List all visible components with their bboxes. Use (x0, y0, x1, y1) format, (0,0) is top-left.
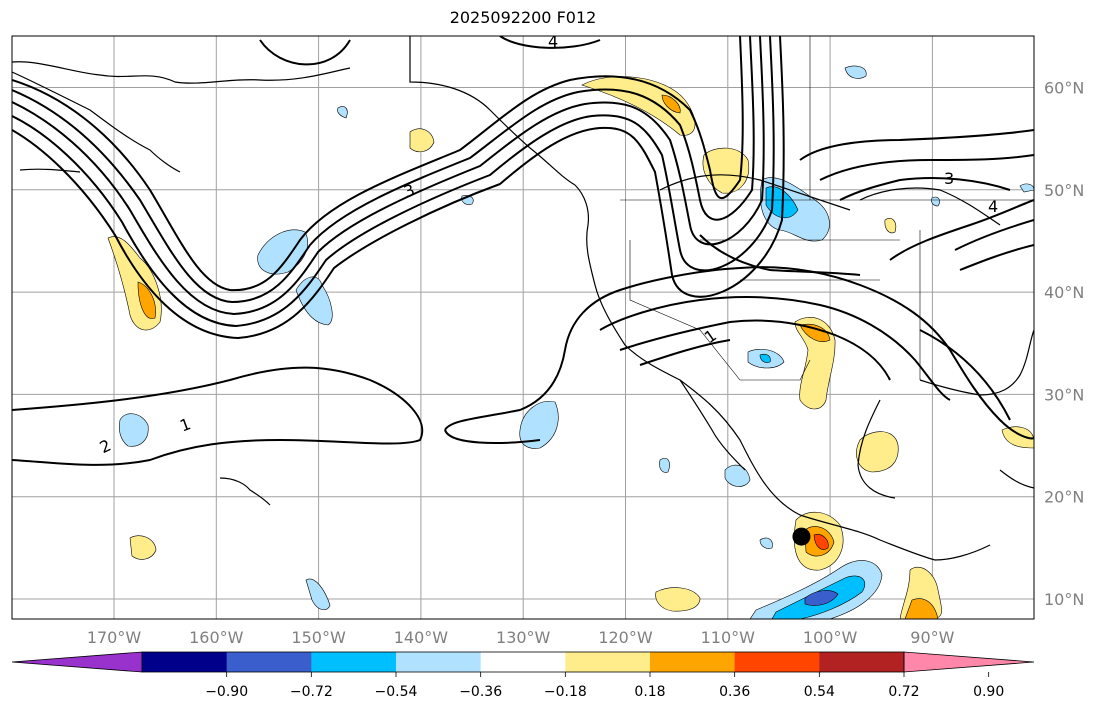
fill-positive (129, 535, 157, 560)
contour-label-group: 1 2 1 3 3 4 4 (97, 32, 999, 457)
colorbar-tick-label: 0.54 (804, 684, 835, 700)
fill-negative (519, 401, 559, 449)
anomaly-fills (107, 65, 1034, 619)
fill-negative (749, 560, 883, 619)
longitude-tick-label: 130°W (496, 628, 551, 647)
colorbar-tick-label: 0.72 (888, 684, 919, 700)
longitude-tick-label: 100°W (803, 628, 858, 647)
fill-positive (904, 598, 939, 619)
colorbar-swatch (226, 652, 312, 672)
colorbar-swatch (480, 652, 566, 672)
fill-negative (931, 196, 940, 207)
contour-label: 2 (97, 436, 114, 458)
fill-negative (1019, 183, 1034, 193)
fill-negative (337, 106, 348, 119)
colorbar-swatch (311, 652, 397, 672)
fill-negative (759, 537, 773, 549)
fill-negative (844, 65, 867, 79)
fill-positive (884, 218, 897, 234)
latitude-tick-label: 50°N (1044, 181, 1084, 200)
storm-center-marker (792, 527, 811, 546)
colorbar-tick-label: 0.18 (634, 684, 665, 700)
longitude-tick-label: 110°W (701, 628, 756, 647)
fill-negative (305, 578, 331, 610)
colorbar (11, 651, 1035, 673)
contour-label: 1 (177, 414, 193, 435)
fill-positive (1001, 426, 1034, 449)
colorbar-swatch (565, 652, 651, 672)
colorbar-extend-high (903, 651, 1035, 673)
longitude-labels: 170°W 160°W 150°W 140°W 130°W 120°W 110°W 100°W… (87, 628, 955, 647)
fill-negative (257, 229, 308, 275)
fill-negative (118, 413, 149, 447)
latitude-tick-label: 30°N (1044, 385, 1084, 404)
fill-negative (804, 590, 839, 606)
fill-positive (813, 534, 829, 550)
longitude-tick-label: 140°W (394, 628, 449, 647)
political-borders (620, 36, 1034, 381)
fill-positive (655, 587, 701, 612)
gridlines (12, 36, 1034, 619)
fill-positive (661, 94, 681, 114)
colorbar-tick-label: −0.72 (290, 684, 333, 700)
fill-negative (759, 353, 771, 363)
map-frame (11, 35, 1035, 620)
colorbar-labels: −0.90 −0.72 −0.54 −0.36 −0.18 0.18 0.36 0.54 0.7… (205, 672, 1004, 700)
colorbar-tick-label: −0.18 (544, 684, 587, 700)
longitude-tick-label: 170°W (87, 628, 142, 647)
latitude-tick-label: 10°N (1044, 590, 1084, 609)
fill-negative (295, 276, 333, 326)
colorbar-tick-label: 0.36 (719, 684, 750, 700)
colorbar-swatch (734, 652, 820, 672)
latitude-labels: 10°N 20°N 30°N 40°N 50°N 60°N (1044, 79, 1084, 610)
latitude-tick-label: 20°N (1044, 488, 1084, 507)
colorbar-tick-label: −0.54 (375, 684, 418, 700)
latitude-tick-label: 40°N (1044, 283, 1084, 302)
longitude-tick-label: 90°W (910, 628, 954, 647)
colorbar-tick-label: 0.90 (973, 684, 1004, 700)
longitude-tick-label: 120°W (598, 628, 653, 647)
fill-positive (702, 147, 750, 194)
fill-positive (409, 128, 435, 153)
colorbar-swatch (396, 652, 482, 672)
colorbar-swatch (650, 652, 736, 672)
colorbar-tick-label: −0.36 (459, 684, 502, 700)
longitude-tick-label: 160°W (189, 628, 244, 647)
fill-negative (724, 464, 751, 487)
contour-label: 1 (701, 326, 720, 347)
fill-negative (659, 458, 670, 473)
latitude-tick-label: 60°N (1044, 79, 1084, 98)
fill-positive (137, 281, 156, 319)
fill-positive (856, 431, 899, 473)
colorbar-swatch (819, 652, 905, 672)
colorbar-tick-label: −0.90 (205, 684, 248, 700)
coastlines (12, 36, 1034, 561)
longitude-tick-label: 150°W (291, 628, 346, 647)
contour-label: 3 (944, 169, 954, 188)
colorbar-swatch (142, 652, 228, 672)
colorbar-outline (141, 651, 905, 673)
contour-label: 4 (988, 197, 998, 216)
fill-positive (799, 323, 831, 342)
colorbar-extend-low (11, 651, 143, 673)
contour-label: 4 (548, 32, 558, 51)
map-title: 2025092200 F012 (449, 8, 597, 27)
